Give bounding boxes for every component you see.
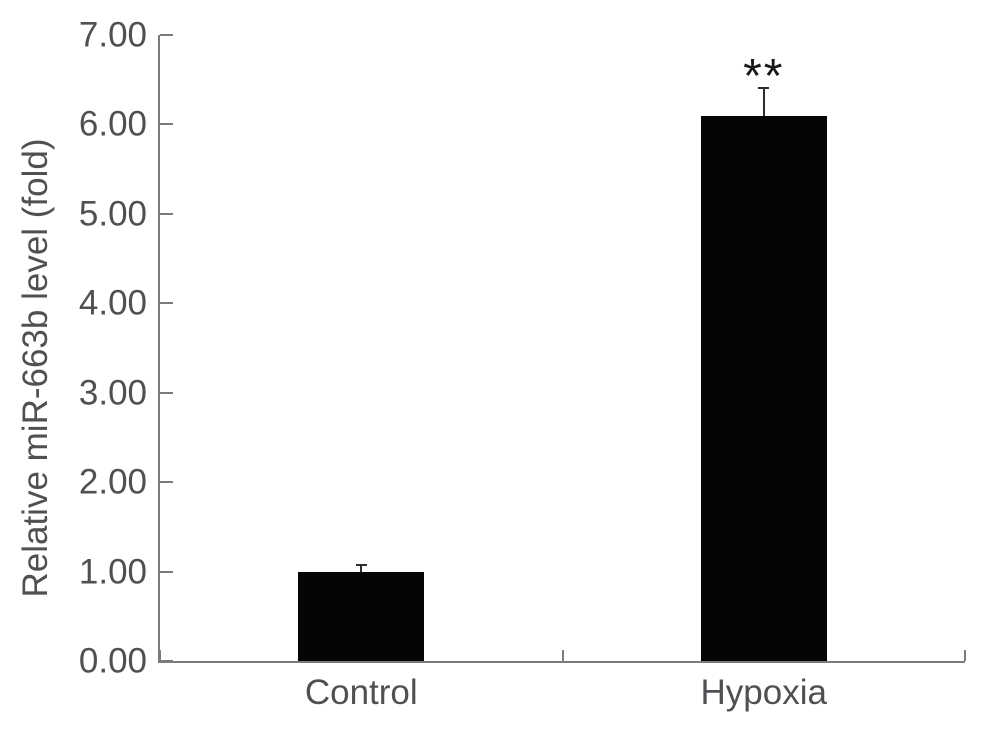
y-axis-tick-label: 1.00 <box>78 552 147 592</box>
significance-label: ** <box>743 49 785 103</box>
y-axis-tick-label: 2.00 <box>78 462 147 502</box>
error-bar-cap <box>355 564 367 567</box>
y-axis-tick <box>160 34 173 36</box>
y-axis-tick-label: 0.00 <box>78 641 147 681</box>
x-category-label: Control <box>304 673 418 712</box>
y-axis-tick-label: 4.00 <box>78 283 147 323</box>
error-bar <box>360 564 363 572</box>
y-axis-tick-label: 5.00 <box>78 194 147 234</box>
x-axis-tick <box>964 650 966 661</box>
x-axis-tick <box>561 650 564 661</box>
y-axis-tick <box>160 302 173 305</box>
y-axis-tick-label: 6.00 <box>78 104 147 144</box>
y-axis-tick <box>160 660 173 662</box>
x-axis-tick <box>159 650 161 661</box>
y-axis-tick <box>160 481 173 484</box>
plot-area: 0.00 1.00 2.00 3.00 4.00 5.00 6.00 7.00 Control *… <box>79 18 966 712</box>
x-category-label: Hypoxia <box>700 673 827 712</box>
y-axis-tick <box>160 123 173 126</box>
y-axis-tick <box>160 212 173 215</box>
y-axis-tick <box>160 391 173 394</box>
bar-hypoxia <box>700 115 827 661</box>
bar-control <box>298 571 425 661</box>
y-axis-label: Relative miR-663b level (fold) <box>16 138 55 598</box>
error-bar-cap <box>758 86 770 89</box>
y-axis-tick <box>160 570 173 573</box>
y-axis-tick-label: 7.00 <box>78 15 147 55</box>
y-axis-tick-label: 3.00 <box>78 373 147 413</box>
error-bar <box>762 86 765 116</box>
